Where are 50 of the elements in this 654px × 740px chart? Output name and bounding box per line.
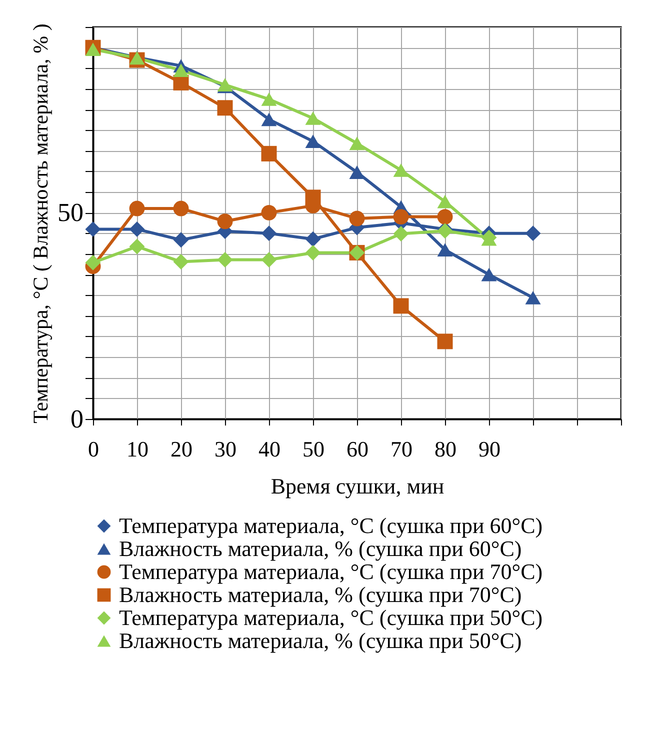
point bbox=[437, 334, 453, 350]
point bbox=[261, 226, 277, 242]
point bbox=[173, 64, 189, 78]
point bbox=[85, 254, 101, 270]
point bbox=[349, 136, 365, 150]
x-tick-label: 40 bbox=[258, 436, 280, 462]
point bbox=[305, 190, 321, 206]
x-tick-label: 0 bbox=[88, 436, 99, 462]
point bbox=[85, 221, 101, 237]
point bbox=[305, 111, 321, 125]
point bbox=[261, 146, 277, 162]
point bbox=[261, 92, 277, 106]
point bbox=[173, 254, 189, 270]
point bbox=[525, 290, 541, 304]
point bbox=[129, 221, 145, 237]
point bbox=[305, 231, 321, 247]
x-tick-label: 70 bbox=[390, 436, 412, 462]
point bbox=[393, 209, 409, 225]
point bbox=[349, 210, 365, 226]
point bbox=[217, 100, 233, 116]
x-tick-label: 20 bbox=[170, 436, 192, 462]
point bbox=[349, 166, 365, 179]
point bbox=[305, 134, 321, 148]
x-tick-label: 50 bbox=[302, 436, 324, 462]
point bbox=[129, 200, 145, 216]
x-tick-label: 30 bbox=[214, 436, 236, 462]
legend-label: Температура материала, °С (сушка при 60°С) bbox=[119, 513, 543, 538]
x-tick-label: 80 bbox=[434, 436, 456, 462]
point bbox=[217, 252, 233, 268]
point bbox=[437, 209, 453, 225]
point bbox=[525, 226, 541, 242]
point bbox=[393, 163, 409, 177]
point bbox=[437, 194, 453, 208]
y-axis-title: Температура, °С ( Влажность материала, % ) bbox=[28, 24, 52, 424]
point bbox=[393, 226, 409, 242]
point bbox=[437, 243, 453, 257]
point bbox=[261, 112, 277, 126]
point bbox=[261, 204, 277, 220]
point bbox=[393, 298, 409, 314]
x-axis-title: Время сушки, мин bbox=[270, 474, 444, 498]
x-tick-label: 10 bbox=[126, 436, 148, 462]
point bbox=[261, 252, 277, 268]
point bbox=[129, 238, 145, 254]
point bbox=[217, 214, 233, 230]
point bbox=[173, 232, 189, 248]
point bbox=[173, 200, 189, 216]
point bbox=[481, 268, 497, 282]
x-tick-label: 90 bbox=[478, 436, 500, 462]
point bbox=[305, 244, 321, 260]
x-tick-label: 60 bbox=[346, 436, 368, 462]
